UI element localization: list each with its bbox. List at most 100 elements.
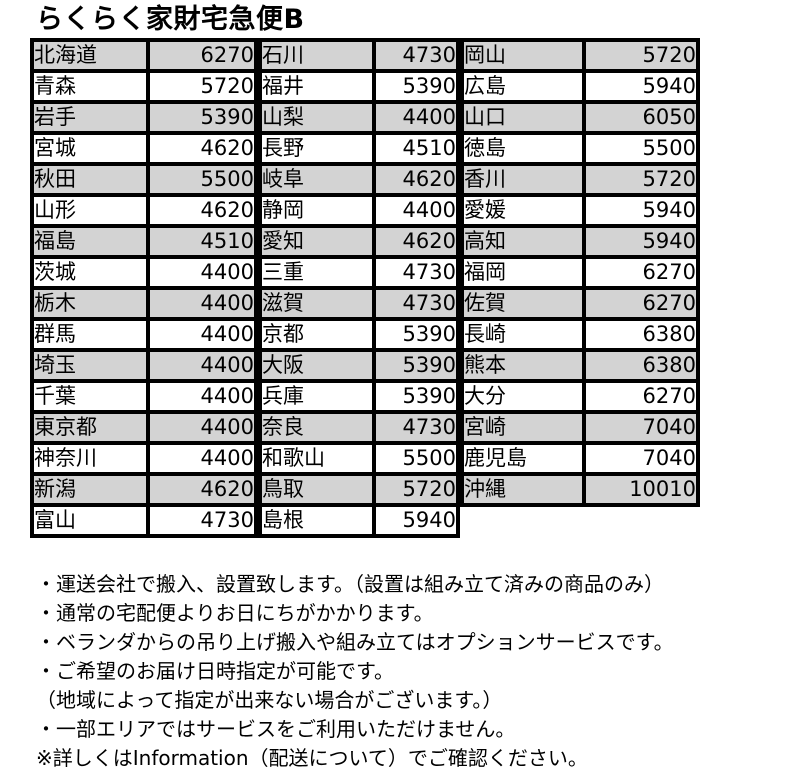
price-cell: 4400 bbox=[146, 441, 258, 476]
price-cell: 5720 bbox=[582, 38, 700, 73]
table-row: 京都 5390 bbox=[258, 317, 460, 352]
price-cell: 5940 bbox=[372, 503, 460, 538]
prefecture-cell: 栃木 bbox=[30, 286, 150, 321]
prefecture-cell: 和歌山 bbox=[258, 441, 376, 476]
table-row: 愛知 4620 bbox=[258, 224, 460, 259]
table-row: 奈良 4730 bbox=[258, 410, 460, 445]
table-row: 福井 5390 bbox=[258, 69, 460, 104]
price-cell: 4400 bbox=[372, 100, 460, 135]
prefecture-cell: 秋田 bbox=[30, 162, 150, 197]
price-cell: 4400 bbox=[372, 193, 460, 228]
price-table-body-1: 北海道 6270 青森 5720 岩手 5390 宮城 4620 秋田 5500 山形 4620 福島 4… bbox=[30, 38, 258, 538]
note-line: ・ベランダからの吊り上げ搬入や組み立てはオプションサービスです。 bbox=[36, 630, 674, 654]
price-cell: 5720 bbox=[582, 162, 700, 197]
prefecture-cell: 滋賀 bbox=[258, 286, 376, 321]
price-table-body-3: 岡山 5720 広島 5940 山口 6050 徳島 5500 香川 5720 愛媛 5940 高知 59… bbox=[460, 38, 700, 507]
price-cell: 4620 bbox=[372, 162, 460, 197]
table-row: 三重 4730 bbox=[258, 255, 460, 290]
table-row: 新潟 4620 bbox=[30, 472, 258, 507]
prefecture-cell: 埼玉 bbox=[30, 348, 150, 383]
prefecture-cell: 群馬 bbox=[30, 317, 150, 352]
table-row: 岩手 5390 bbox=[30, 100, 258, 135]
prefecture-cell: 富山 bbox=[30, 503, 150, 538]
price-cell: 6270 bbox=[582, 286, 700, 321]
price-cell: 4620 bbox=[372, 224, 460, 259]
prefecture-cell: 大分 bbox=[460, 379, 586, 414]
table-row: 鹿児島 7040 bbox=[460, 441, 700, 476]
prefecture-cell: 三重 bbox=[258, 255, 376, 290]
price-cell: 4620 bbox=[146, 472, 258, 507]
price-cell: 5390 bbox=[372, 379, 460, 414]
table-row: 岡山 5720 bbox=[460, 38, 700, 73]
price-cell: 10010 bbox=[582, 472, 700, 507]
table-row: 鳥取 5720 bbox=[258, 472, 460, 507]
price-cell: 5390 bbox=[372, 317, 460, 352]
price-table-column-3: 岡山 5720 広島 5940 山口 6050 徳島 5500 香川 5720 愛媛 5940 高知 59… bbox=[460, 38, 700, 507]
note-line: ・ご希望のお届け日時指定が可能です。 bbox=[36, 659, 394, 683]
table-row: 島根 5940 bbox=[258, 503, 460, 538]
note-line: ・運送会社で搬入、設置致します。（設置は組み立て済みの商品のみ） bbox=[36, 572, 664, 596]
table-row: 佐賀 6270 bbox=[460, 286, 700, 321]
page-title: らくらく家財宅急便B bbox=[36, 4, 305, 35]
prefecture-cell: 熊本 bbox=[460, 348, 586, 383]
price-cell: 4730 bbox=[372, 255, 460, 290]
prefecture-cell: 兵庫 bbox=[258, 379, 376, 414]
table-row: 香川 5720 bbox=[460, 162, 700, 197]
prefecture-cell: 高知 bbox=[460, 224, 586, 259]
price-cell: 4400 bbox=[146, 317, 258, 352]
prefecture-cell: 香川 bbox=[460, 162, 586, 197]
prefecture-cell: 山梨 bbox=[258, 100, 376, 135]
prefecture-cell: 愛媛 bbox=[460, 193, 586, 228]
table-row: 富山 4730 bbox=[30, 503, 258, 538]
price-cell: 4730 bbox=[146, 503, 258, 538]
table-row: 山口 6050 bbox=[460, 100, 700, 135]
table-row: 熊本 6380 bbox=[460, 348, 700, 383]
price-cell: 5940 bbox=[582, 193, 700, 228]
table-row: 山形 4620 bbox=[30, 193, 258, 228]
table-row: 広島 5940 bbox=[460, 69, 700, 104]
price-cell: 5940 bbox=[582, 69, 700, 104]
price-cell: 6270 bbox=[146, 38, 258, 73]
price-cell: 5500 bbox=[146, 162, 258, 197]
prefecture-cell: 山口 bbox=[460, 100, 586, 135]
prefecture-cell: 鳥取 bbox=[258, 472, 376, 507]
prefecture-cell: 宮崎 bbox=[460, 410, 586, 445]
price-cell: 4400 bbox=[146, 410, 258, 445]
price-cell: 6050 bbox=[582, 100, 700, 135]
prefecture-cell: 島根 bbox=[258, 503, 376, 538]
price-cell: 4620 bbox=[146, 193, 258, 228]
table-row: 北海道 6270 bbox=[30, 38, 258, 73]
prefecture-cell: 京都 bbox=[258, 317, 376, 352]
delivery-notes: ・運送会社で搬入、設置致します。（設置は組み立て済みの商品のみ） ・通常の宅配便よ… bbox=[36, 570, 800, 773]
note-line: ※詳しくはInformation（配送について）でご確認ください。 bbox=[36, 746, 588, 770]
shipping-price-table-group: 北海道 6270 青森 5720 岩手 5390 宮城 4620 秋田 5500 山形 4620 福島 4… bbox=[30, 38, 800, 538]
prefecture-cell: 石川 bbox=[258, 38, 376, 73]
prefecture-cell: 山形 bbox=[30, 193, 150, 228]
table-row: 高知 5940 bbox=[460, 224, 700, 259]
price-cell: 4620 bbox=[146, 131, 258, 166]
price-cell: 6270 bbox=[582, 255, 700, 290]
price-cell: 4400 bbox=[146, 348, 258, 383]
table-row: 千葉 4400 bbox=[30, 379, 258, 414]
table-row: 埼玉 4400 bbox=[30, 348, 258, 383]
price-cell: 4510 bbox=[146, 224, 258, 259]
price-cell: 7040 bbox=[582, 410, 700, 445]
price-cell: 5390 bbox=[372, 348, 460, 383]
prefecture-cell: 新潟 bbox=[30, 472, 150, 507]
price-cell: 4510 bbox=[372, 131, 460, 166]
price-cell: 4400 bbox=[146, 255, 258, 290]
prefecture-cell: 福岡 bbox=[460, 255, 586, 290]
note-line: ・一部エリアではサービスをご利用いただけません。 bbox=[36, 717, 516, 741]
price-cell: 6380 bbox=[582, 317, 700, 352]
prefecture-cell: 宮城 bbox=[30, 131, 150, 166]
prefecture-cell: 神奈川 bbox=[30, 441, 150, 476]
table-row: 宮崎 7040 bbox=[460, 410, 700, 445]
note-line: ・通常の宅配便よりお日にちがかかります。 bbox=[36, 601, 434, 625]
table-row: 愛媛 5940 bbox=[460, 193, 700, 228]
price-cell: 6270 bbox=[582, 379, 700, 414]
table-row: 長崎 6380 bbox=[460, 317, 700, 352]
prefecture-cell: 福井 bbox=[258, 69, 376, 104]
prefecture-cell: 岩手 bbox=[30, 100, 150, 135]
prefecture-cell: 徳島 bbox=[460, 131, 586, 166]
